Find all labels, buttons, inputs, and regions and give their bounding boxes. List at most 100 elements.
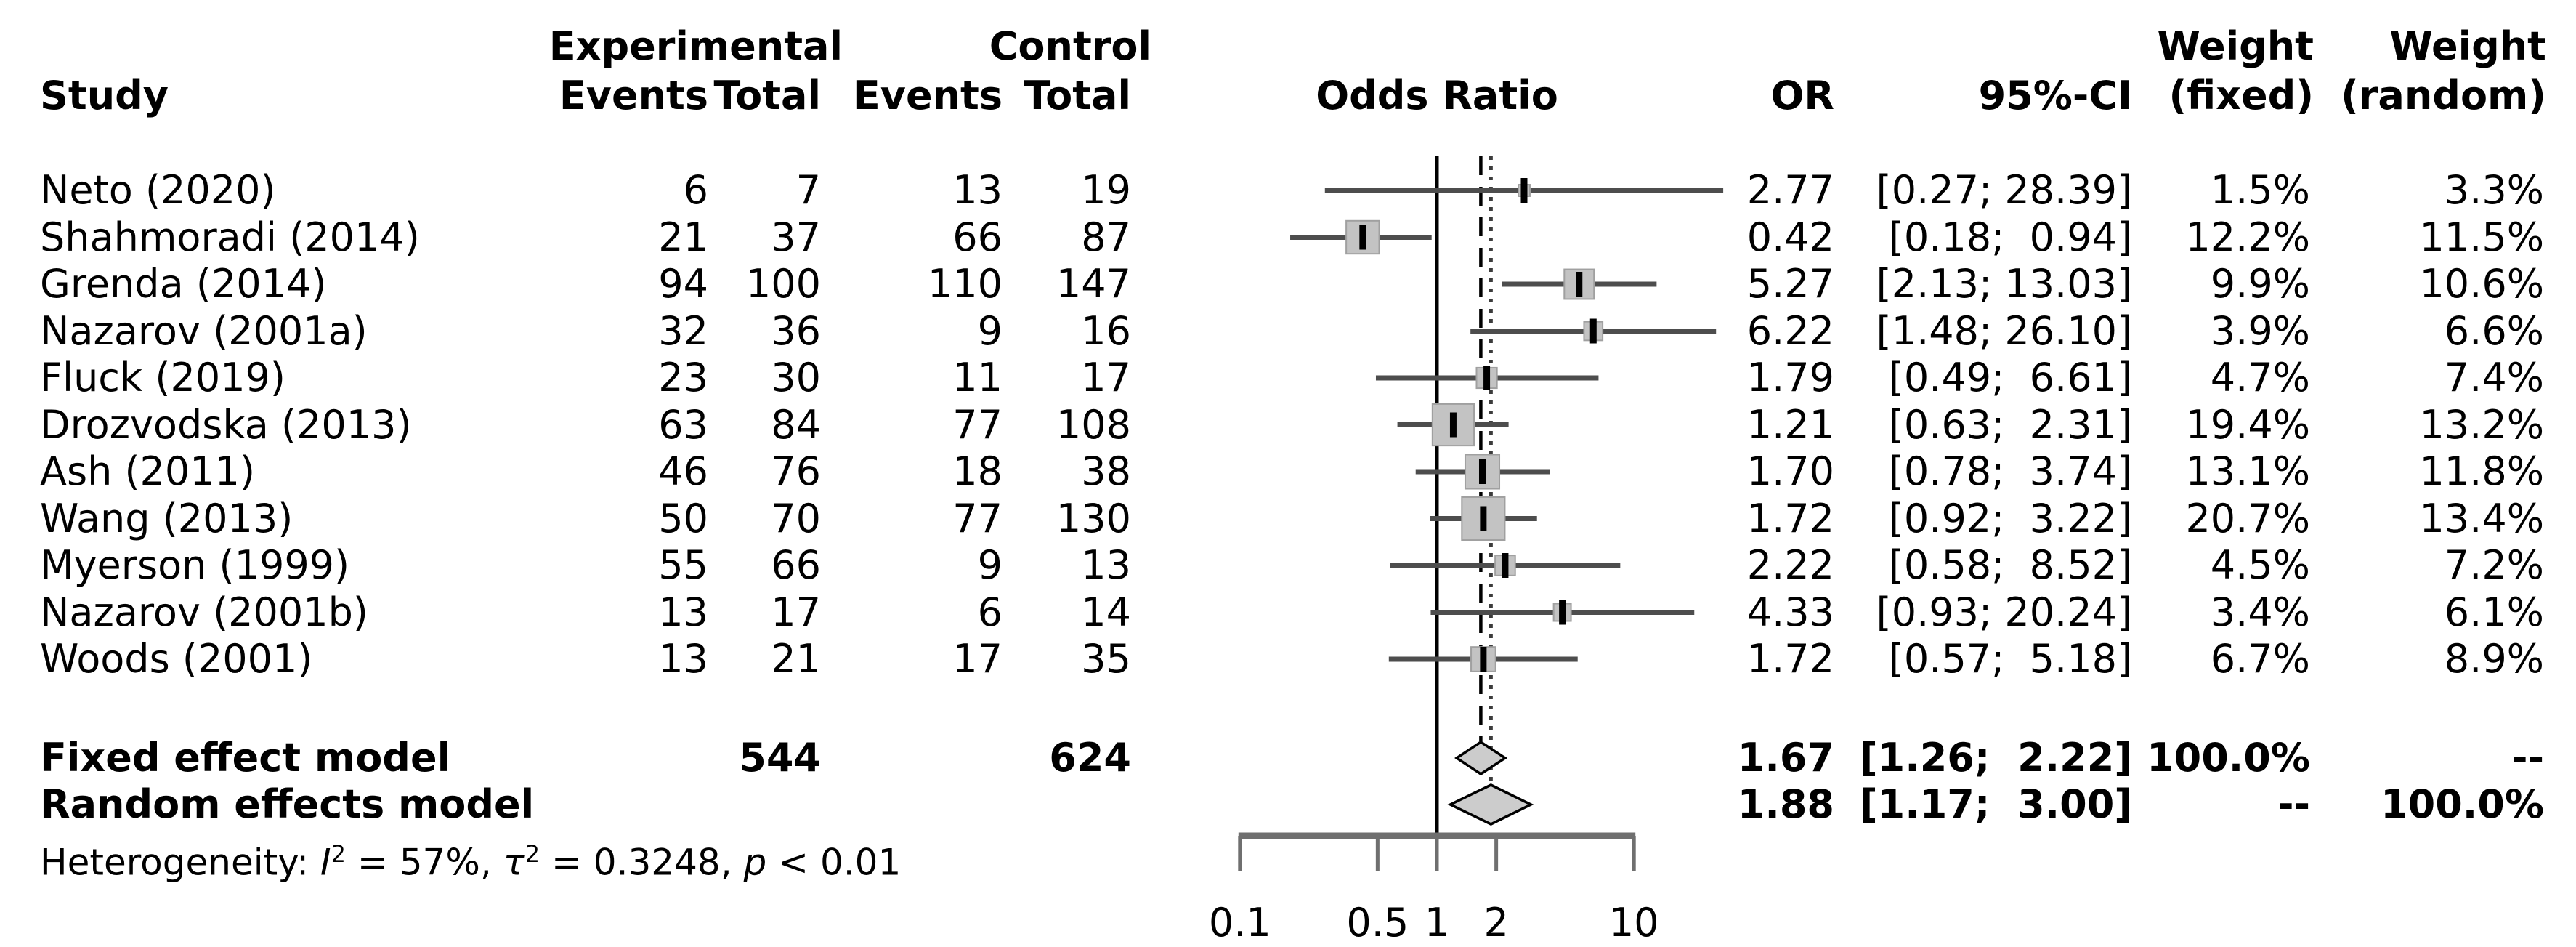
study-label: Woods (2001) [40, 636, 313, 682]
exp-total-value: 76 [771, 448, 821, 494]
exp-total-value: 70 [771, 495, 821, 541]
x-axis-tick-label: 2 [1483, 900, 1508, 946]
study-label: Nazarov (2001b) [40, 589, 368, 635]
weight-fixed-value: 19.4% [2185, 401, 2310, 448]
weight-fixed-value: 20.7% [2185, 495, 2310, 541]
summary-weight-fixed: -- [2277, 781, 2310, 827]
weight-random-value: 11.8% [2419, 448, 2544, 494]
header-ctrl-events: Events [853, 73, 1003, 118]
weight-fixed-value: 3.4% [2210, 589, 2310, 635]
weight-fixed-value: 4.7% [2210, 355, 2310, 400]
ctrl-total-value: 14 [1081, 589, 1131, 635]
ctrl-events-value: 77 [952, 401, 1003, 448]
exp-total-value: 7 [795, 167, 821, 213]
het-tail: < 0.01 [766, 841, 902, 884]
ci-value: [0.57; 5.18] [1888, 636, 2132, 682]
study-label: Wang (2013) [40, 495, 293, 541]
ci-value: [0.49; 6.61] [1888, 355, 2132, 400]
het-prefix: Heterogeneity: [40, 841, 320, 884]
or-value: 2.22 [1746, 542, 1834, 588]
random-effect-row: Random effects model 1.88 [1.17; 3.00] -- 10… [0, 781, 2576, 828]
ci-value: [0.92; 3.22] [1888, 495, 2132, 541]
study-row: Nazarov (2001b) 13 17 6 14 4.33 [0.93; 20.24] 3… [0, 589, 2576, 636]
ctrl-events-value: 18 [952, 448, 1003, 494]
x-axis-tick-label: 0.5 [1346, 900, 1409, 946]
exp-events-value: 94 [658, 261, 708, 307]
header-exp-total: Total [713, 73, 821, 118]
weight-fixed-value: 13.1% [2185, 448, 2310, 494]
study-row: Fluck (2019) 23 30 11 17 1.79 [0.49; 6.61] 4.7%… [0, 355, 2576, 401]
ctrl-total-value: 17 [1081, 355, 1131, 400]
or-point-marker [1359, 225, 1366, 250]
ctrl-events-value: 66 [952, 214, 1003, 260]
x-axis-tick-label: 10 [1609, 900, 1659, 946]
ctrl-total-value: 130 [1056, 495, 1131, 541]
summary-weight-random: 100.0% [2381, 781, 2544, 827]
header-ctrl-total: Total [1024, 73, 1131, 118]
weight-random-value: 8.9% [2444, 636, 2544, 682]
exp-events-value: 6 [683, 167, 708, 213]
header-weight-fixed-sub: (fixed) [2168, 73, 2314, 118]
header-weight-fixed-top: Weight [2157, 23, 2314, 69]
exp-events-value: 55 [658, 542, 708, 588]
ci-value: [0.27; 28.39] [1876, 167, 2132, 213]
ci-value: [0.93; 20.24] [1876, 589, 2132, 635]
ctrl-total-value: 13 [1081, 542, 1131, 588]
weight-random-value: 13.2% [2419, 401, 2544, 448]
header-study: Study [40, 73, 169, 118]
summary-exp-total: 544 [739, 735, 821, 781]
ci-value: [2.13; 13.03] [1876, 261, 2132, 307]
het-i-sup: 2 [331, 840, 347, 868]
study-label: Fluck (2019) [40, 355, 285, 400]
weight-fixed-value: 6.7% [2210, 636, 2310, 682]
weight-random-value: 11.5% [2419, 214, 2544, 260]
exp-total-value: 30 [771, 355, 821, 400]
or-point-marker [1480, 647, 1487, 672]
header-ci: 95%-CI [1978, 73, 2132, 118]
ci-value: [0.78; 3.74] [1888, 448, 2132, 494]
header-odds-ratio: Odds Ratio [1316, 73, 1558, 118]
exp-total-value: 37 [771, 214, 821, 260]
weight-fixed-value: 9.9% [2210, 261, 2310, 307]
study-row: Neto (2020) 6 7 13 19 2.77 [0.27; 28.39] 1.5% 3.… [0, 167, 2576, 214]
header-weight-random-sub: (random) [2341, 73, 2546, 118]
header-exp-events: Events [559, 73, 708, 118]
header-or: OR [1770, 73, 1835, 118]
study-row: Ash (2011) 46 76 18 38 1.70 [0.78; 3.74] 13.1% 1… [0, 448, 2576, 495]
exp-events-value: 32 [658, 307, 708, 354]
study-label: Drozvodska (2013) [40, 401, 412, 448]
het-tau-sup: 2 [524, 840, 540, 868]
exp-total-value: 21 [771, 636, 821, 682]
or-value: 5.27 [1746, 261, 1834, 307]
study-label: Neto (2020) [40, 167, 276, 213]
weight-random-value: 6.1% [2444, 589, 2544, 635]
weight-random-value: 7.2% [2444, 542, 2544, 588]
ctrl-total-value: 108 [1056, 401, 1131, 448]
study-row: Woods (2001) 13 21 17 35 1.72 [0.57; 5.18] 6.7%… [0, 636, 2576, 682]
study-label: Ash (2011) [40, 448, 256, 494]
header-weight-random-top: Weight [2389, 23, 2546, 69]
ctrl-events-value: 110 [927, 261, 1003, 307]
exp-total-value: 66 [771, 542, 821, 588]
study-row: Grenda (2014) 94 100 110 147 5.27 [2.13; 13.03… [0, 261, 2576, 307]
exp-events-value: 21 [658, 214, 708, 260]
het-mid1: = 57%, [346, 841, 503, 884]
ctrl-total-value: 87 [1081, 214, 1131, 260]
random-model-label: Random effects model [40, 781, 535, 827]
random-effect-diamond [1447, 783, 1534, 826]
weight-random-value: 7.4% [2444, 355, 2544, 400]
x-axis-tick-label: 0.1 [1209, 900, 1271, 946]
fixed-effect-row: Fixed effect model 544 624 1.67 [1.26; 2.22]… [0, 735, 2576, 781]
x-axis-tick-label: 1 [1425, 900, 1449, 946]
weight-random-value: 13.4% [2419, 495, 2544, 541]
or-value: 1.21 [1746, 401, 1834, 448]
or-value: 2.77 [1746, 167, 1834, 213]
study-row: Nazarov (2001a) 32 36 9 16 6.22 [1.48; 26.10] 3… [0, 308, 2576, 355]
study-row: Wang (2013) 50 70 77 130 1.72 [0.92; 3.22] 20.7… [0, 496, 2576, 542]
ctrl-total-value: 19 [1081, 167, 1131, 213]
exp-total-value: 36 [771, 307, 821, 354]
or-point-marker [1559, 600, 1566, 625]
or-value: 1.72 [1746, 636, 1834, 682]
fixed-effect-diamond [1454, 740, 1508, 776]
